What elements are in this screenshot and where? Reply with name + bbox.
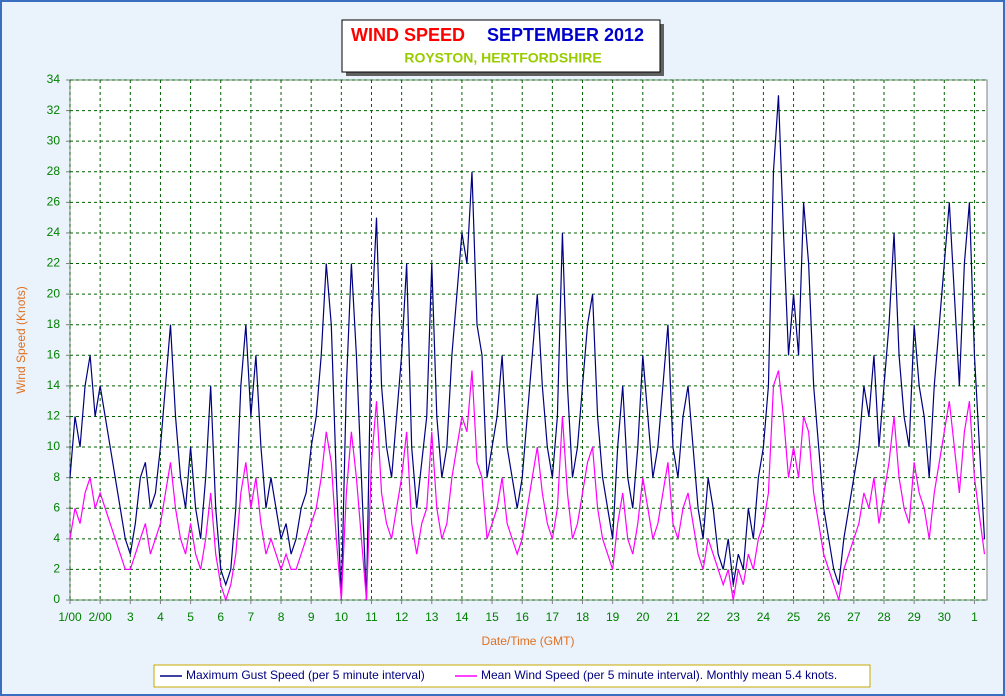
- legend-label: Mean Wind Speed (per 5 minute interval).…: [481, 668, 837, 682]
- y-tick-label: 30: [47, 133, 61, 147]
- x-tick-label: 16: [516, 610, 530, 624]
- y-tick-label: 24: [47, 225, 61, 239]
- y-tick-label: 0: [53, 592, 60, 606]
- x-tick-label: 24: [757, 610, 771, 624]
- y-tick-label: 6: [53, 500, 60, 514]
- x-tick-label: 14: [455, 610, 469, 624]
- x-axis-title: Date/Time (GMT): [482, 634, 575, 648]
- legend-box: [153, 664, 871, 688]
- y-tick-label: 12: [47, 409, 61, 423]
- x-tick-label: 25: [787, 610, 801, 624]
- x-tick-label: 30: [938, 610, 952, 624]
- x-tick-label: 1: [971, 610, 978, 624]
- x-tick-label: 20: [636, 610, 650, 624]
- y-tick-label: 22: [47, 256, 61, 270]
- x-tick-label: 12: [395, 610, 409, 624]
- chart-title: WIND SPEED: [351, 25, 465, 45]
- title-box: [341, 19, 661, 73]
- plot-area: [69, 79, 988, 601]
- x-tick-label: 18: [576, 610, 590, 624]
- x-tick-label: 26: [817, 610, 831, 624]
- x-tick-label: 10: [335, 610, 349, 624]
- x-tick-label: 2/00: [88, 610, 112, 624]
- x-tick-label: 6: [217, 610, 224, 624]
- x-tick-label: 17: [546, 610, 560, 624]
- y-tick-label: 2: [53, 562, 60, 576]
- y-tick-label: 10: [47, 439, 61, 453]
- x-tick-label: 13: [425, 610, 439, 624]
- y-tick-label: 18: [47, 317, 61, 331]
- y-tick-label: 4: [53, 531, 60, 545]
- chart-title-2: SEPTEMBER 2012: [487, 25, 644, 45]
- chart-subtitle: ROYSTON, HERTFORDSHIRE: [404, 50, 601, 66]
- y-tick-label: 34: [47, 72, 61, 86]
- x-tick-label: 3: [127, 610, 134, 624]
- x-tick-label: 29: [907, 610, 921, 624]
- y-tick-label: 14: [47, 378, 61, 392]
- y-axis-title: Wind Speed (Knots): [14, 286, 28, 393]
- x-tick-label: 15: [485, 610, 499, 624]
- y-tick-label: 26: [47, 195, 61, 209]
- x-tick-label: 11: [365, 610, 378, 624]
- x-tick-label: 22: [696, 610, 710, 624]
- x-tick-label: 4: [157, 610, 164, 624]
- x-tick-label: 27: [847, 610, 861, 624]
- y-tick-label: 32: [47, 103, 61, 117]
- data-line: [69, 95, 986, 601]
- x-tick-label: 7: [248, 610, 255, 624]
- data-line: [69, 370, 986, 602]
- x-tick-label: 9: [308, 610, 315, 624]
- y-tick-label: 28: [47, 164, 61, 178]
- x-tick-label: 21: [666, 610, 680, 624]
- legend-label: Maximum Gust Speed (per 5 minute interva…: [186, 668, 425, 682]
- x-tick-label: 19: [606, 610, 620, 624]
- y-tick-label: 20: [47, 286, 61, 300]
- x-tick-label: 23: [727, 610, 741, 624]
- y-tick-label: 16: [47, 347, 61, 361]
- x-tick-label: 5: [187, 610, 194, 624]
- x-tick-label: 1/00: [58, 610, 82, 624]
- x-tick-label: 28: [877, 610, 891, 624]
- x-tick-label: 8: [278, 610, 285, 624]
- y-tick-label: 8: [53, 470, 60, 484]
